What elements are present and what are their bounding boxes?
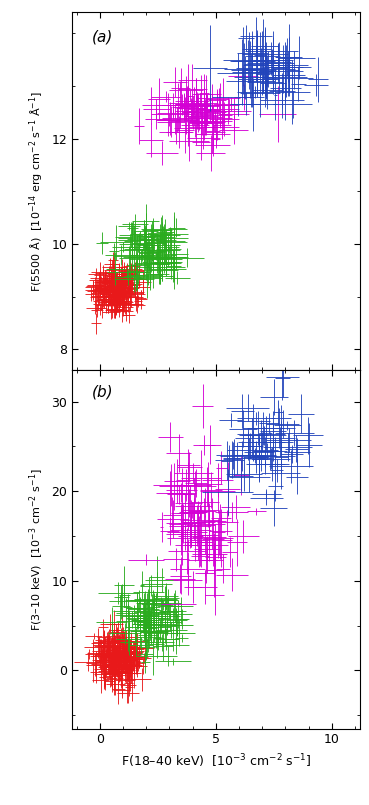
Text: (a): (a) [92, 30, 114, 45]
Text: (b): (b) [92, 385, 114, 399]
Y-axis label: F(3–10 keV)  [10$^{-3}$ cm$^{-2}$ s$^{-1}$]: F(3–10 keV) [10$^{-3}$ cm$^{-2}$ s$^{-1}… [27, 468, 46, 631]
Y-axis label: F(5500 Å)  [10$^{-14}$ erg cm$^{-2}$ s$^{-1}$ Å$^{-1}$]: F(5500 Å) [10$^{-14}$ erg cm$^{-2}$ s$^{… [27, 91, 46, 291]
X-axis label: F(18–40 keV)  [10$^{-3}$ cm$^{-2}$ s$^{-1}$]: F(18–40 keV) [10$^{-3}$ cm$^{-2}$ s$^{-1… [121, 752, 311, 770]
